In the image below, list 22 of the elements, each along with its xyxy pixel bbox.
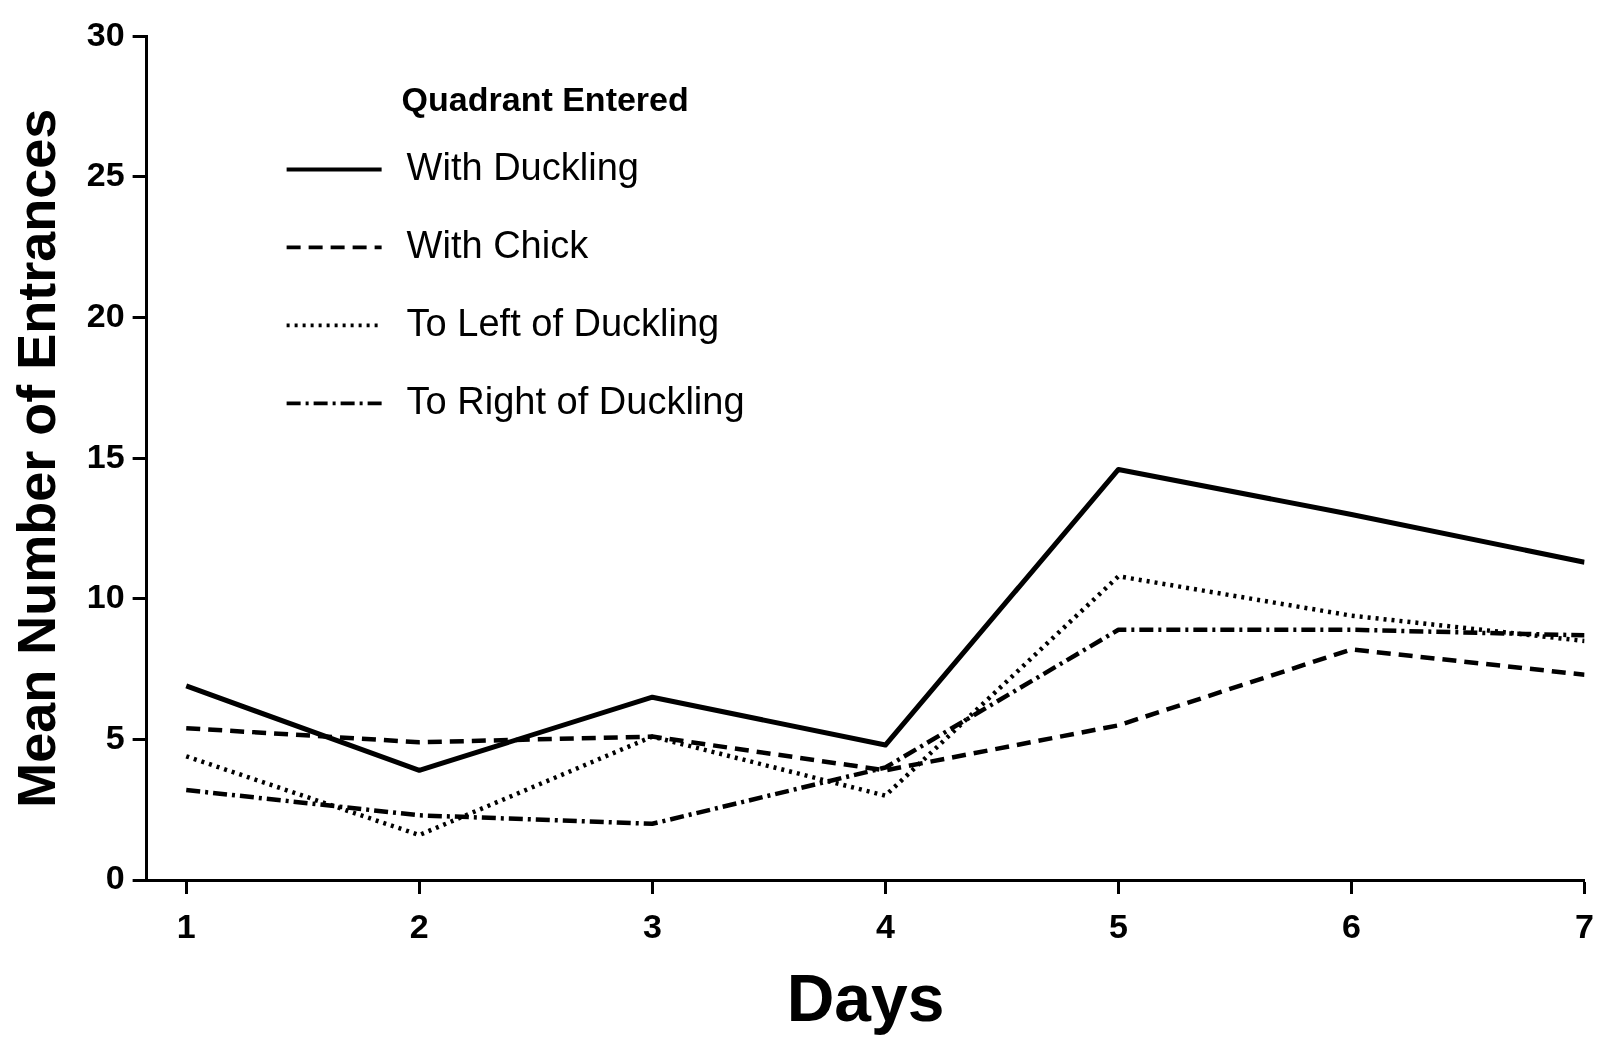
y-tick-label: 0 (105, 858, 125, 897)
y-axis-title: Mean Number of Entrances (6, 108, 67, 808)
y-tick-label: 25 (86, 155, 125, 194)
x-tick-label: 3 (642, 906, 662, 945)
x-tick-label: 6 (1342, 906, 1361, 945)
line-series (183, 574, 1585, 838)
y-tick-label: 10 (86, 577, 125, 616)
y-tick-label: 20 (86, 295, 125, 334)
legend-label: With Chick (406, 223, 590, 266)
legend-label: To Left of Duckling (406, 301, 720, 344)
y-tick-label: 15 (86, 436, 125, 475)
x-tick-label: 1 (176, 906, 196, 945)
x-tick-label: 7 (1575, 906, 1595, 945)
legend-title: Quadrant Entered (401, 79, 689, 118)
x-axis-title: Days (786, 960, 945, 1035)
legend-label: To Right of Duckling (406, 379, 745, 422)
x-tick-label: 2 (409, 906, 429, 945)
x-tick-label: 4 (875, 906, 895, 945)
y-tick-label: 5 (105, 717, 125, 756)
legend-label: With Duckling (406, 145, 639, 188)
x-tick-label: 5 (1108, 906, 1128, 945)
y-tick-label: 30 (86, 14, 125, 53)
